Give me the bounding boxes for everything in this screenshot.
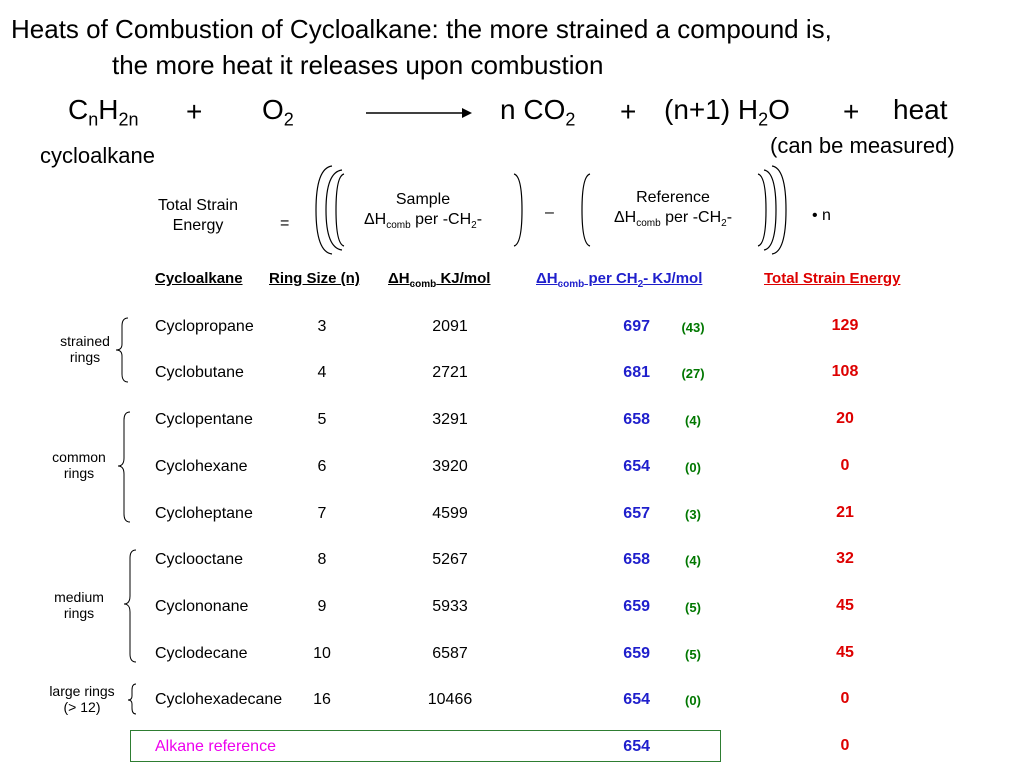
reference-box <box>130 730 721 762</box>
header-dh-comb: ΔHcomb KJ/mol <box>388 270 491 290</box>
formula-brackets <box>315 165 787 255</box>
cell-dh-comb: 2721 <box>432 364 468 381</box>
table-row: Cyclohexadecane 16 10466 654 (0) 0 <box>0 689 1024 711</box>
title-line-2: the more heat it releases upon combustio… <box>112 50 604 80</box>
times-n: • n <box>812 207 831 224</box>
header-total-strain: Total Strain Energy <box>764 270 901 287</box>
cell-difference: (5) <box>685 647 701 662</box>
group-label-medium: medium rings <box>54 589 104 621</box>
cell-name: Cyclononane <box>155 598 249 615</box>
cell-total-strain: 45 <box>836 644 854 661</box>
cell-difference: (0) <box>685 693 701 708</box>
table-row: Cyclopropane 3 2091 697 (43) 129 <box>0 316 1024 338</box>
cell-total-strain: 0 <box>840 690 850 707</box>
plus-sign-1: + <box>186 96 203 127</box>
table-row: Cyclopentane 5 3291 658 (4) 20 <box>0 409 1024 431</box>
reference-dh-per-ch2: 654 <box>623 738 650 755</box>
header-ring-size: Ring Size (n) <box>269 270 360 287</box>
product-h2o: (n+1) H2O <box>664 94 790 130</box>
title-line-1: Heats of Combustion of Cycloalkane: the … <box>11 14 832 44</box>
cell-name: Cyclodecane <box>155 645 248 662</box>
cell-name: Cyclohexadecane <box>155 691 283 708</box>
table-row: Cycloheptane 7 4599 657 (3) 21 <box>0 503 1024 525</box>
cell-ring-size: 10 <box>313 645 331 662</box>
table-row: Cyclooctane 8 5267 658 (4) 32 <box>0 549 1024 571</box>
cell-dh-comb: 3291 <box>432 411 468 428</box>
cell-dh-comb: 10466 <box>427 691 473 708</box>
strain-formula-label: Total Strain Energy <box>157 197 239 234</box>
table-row: Cyclohexane 6 3920 654 (0) 0 <box>0 456 1024 478</box>
cell-ring-size: 9 <box>317 598 327 615</box>
reaction-arrow-icon <box>366 108 472 118</box>
cell-ring-size: 3 <box>317 318 327 335</box>
plus-sign-3: + <box>843 96 860 127</box>
reactant-o2: O2 <box>262 94 294 130</box>
cell-ring-size: 6 <box>317 458 327 475</box>
cell-name: Cyclobutane <box>155 364 244 381</box>
cell-dh-per-ch2: 654 <box>623 691 650 708</box>
product-heat: heat <box>893 94 948 125</box>
table-row: Cyclononane 9 5933 659 (5) 45 <box>0 596 1024 618</box>
cell-name: Cyclooctane <box>155 551 244 568</box>
cell-dh-per-ch2: 657 <box>623 505 650 522</box>
cell-dh-comb: 2091 <box>432 318 468 335</box>
group-label-strained: strained rings <box>60 333 110 365</box>
header-cycloalkane: Cycloalkane <box>155 270 243 287</box>
cell-total-strain: 32 <box>836 550 854 567</box>
cell-dh-per-ch2: 659 <box>623 645 650 662</box>
cell-dh-per-ch2: 658 <box>623 551 650 568</box>
cell-total-strain: 21 <box>836 504 854 521</box>
cell-dh-per-ch2: 659 <box>623 598 650 615</box>
cell-difference: (43) <box>681 320 705 335</box>
table-row: Cyclobutane 4 2721 681 (27) 108 <box>0 362 1024 384</box>
cell-ring-size: 16 <box>313 691 331 708</box>
table-header: Cycloalkane Ring Size (n) ΔHcomb KJ/mol … <box>0 270 1024 290</box>
cell-dh-comb: 4599 <box>432 505 468 522</box>
cell-dh-comb: 5267 <box>432 551 468 568</box>
reference-name: Alkane reference <box>155 738 276 755</box>
cell-difference: (27) <box>681 366 705 381</box>
cell-total-strain: 20 <box>836 410 854 427</box>
cell-difference: (0) <box>685 460 701 475</box>
cell-ring-size: 4 <box>317 364 327 381</box>
group-label-large: large rings (> 12) <box>49 683 115 715</box>
cell-difference: (4) <box>685 553 701 568</box>
header-dh-per-ch2: ΔHcomb per CH2- KJ/mol <box>536 270 703 290</box>
cell-ring-size: 5 <box>317 411 327 428</box>
cell-dh-per-ch2: 697 <box>623 318 650 335</box>
cell-name: Cyclopentane <box>155 411 253 428</box>
cell-total-strain: 45 <box>836 597 854 614</box>
cell-dh-comb: 3920 <box>432 458 468 475</box>
cell-difference: (3) <box>685 507 701 522</box>
cell-dh-per-ch2: 681 <box>623 364 650 381</box>
reference-total-strain: 0 <box>840 737 850 754</box>
cell-dh-comb: 6587 <box>432 645 468 662</box>
cell-name: Cyclopropane <box>155 318 254 335</box>
reference-row: Alkane reference 654 0 <box>0 736 1024 758</box>
table-row: Cyclodecane 10 6587 659 (5) 45 <box>0 643 1024 665</box>
cycloalkane-label: cycloalkane <box>40 143 155 168</box>
sample-term: Sample ΔHcomb per -CH2- <box>363 191 483 232</box>
cell-total-strain: 0 <box>840 457 850 474</box>
reference-term: Reference ΔHcomb per -CH2- <box>613 189 733 230</box>
group-braces <box>115 317 137 715</box>
cell-name: Cycloheptane <box>155 505 253 522</box>
cell-name: Cyclohexane <box>155 458 248 475</box>
group-label-common: common rings <box>52 449 106 481</box>
minus-sign: – <box>545 204 554 221</box>
cell-total-strain: 129 <box>831 317 859 334</box>
reactant-cnh2n: CnH2n <box>68 94 139 130</box>
cell-difference: (5) <box>685 600 701 615</box>
cell-difference: (4) <box>685 413 701 428</box>
product-nco2: n CO2 <box>500 94 576 130</box>
plus-sign-2: + <box>620 96 637 127</box>
cell-dh-comb: 5933 <box>432 598 468 615</box>
cell-dh-per-ch2: 654 <box>623 458 650 475</box>
heat-measured-note: (can be measured) <box>770 133 955 158</box>
cell-ring-size: 7 <box>317 505 327 522</box>
strain-formula-equals: = <box>280 215 290 232</box>
cell-ring-size: 8 <box>317 551 327 568</box>
cell-dh-per-ch2: 658 <box>623 411 650 428</box>
cell-total-strain: 108 <box>831 363 859 380</box>
